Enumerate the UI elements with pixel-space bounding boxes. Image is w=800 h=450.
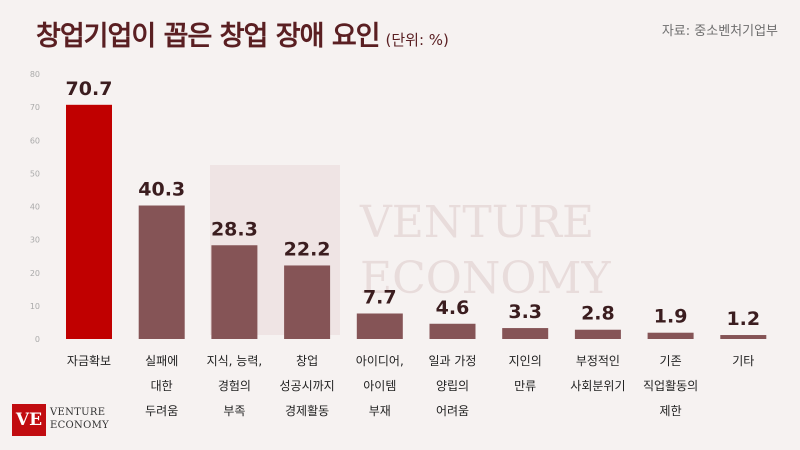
value-label: 4.6 [436, 297, 470, 319]
category-label-line: 지식, 능력, [207, 354, 263, 368]
category-label-line: 아이템 [363, 379, 396, 393]
bar [211, 245, 258, 339]
category-label-line: 부정적인 [576, 354, 620, 368]
y-axis: 0 10 20 30 40 50 60 70 80 [30, 70, 40, 344]
bar [284, 265, 331, 339]
value-labels-group: 70.7 40.3 28.3 22.2 7.7 4.6 3.3 2.8 1.9 1.2 [66, 78, 761, 330]
category-label-line: 실패에 [145, 354, 178, 368]
chart-title: 창업기업이 꼽은 창업 장애 요인 (단위: %) [36, 14, 449, 53]
logo-text-line1: VENTURE [50, 407, 106, 418]
category-label-line: 부족 [223, 404, 245, 418]
value-label: 1.9 [654, 306, 688, 328]
category-label-line: 부재 [369, 404, 391, 418]
source-label: 자료: 중소벤처기업부 [661, 24, 778, 39]
value-label: 3.3 [508, 301, 542, 323]
y-tick-label: 70 [30, 103, 40, 112]
category-label-line: 제한 [660, 404, 682, 418]
y-tick-label: 10 [30, 302, 40, 311]
category-label-line: 두려움 [145, 404, 178, 418]
category-label-line: 기타 [732, 354, 754, 368]
category-label-line: 자금확보 [67, 354, 111, 368]
category-label-line: 대한 [151, 379, 173, 393]
category-label-line: 경험의 [218, 379, 251, 393]
bar [138, 205, 185, 339]
value-label: 22.2 [284, 238, 331, 260]
y-tick-label: 30 [30, 236, 40, 245]
y-tick-label: 40 [30, 203, 40, 212]
bar [502, 328, 549, 339]
category-label-line: 일과 가정 [429, 354, 477, 368]
category-label-line: 양립의 [436, 379, 469, 393]
bar [66, 104, 112, 340]
bars-group [66, 104, 767, 340]
logo-text-line2: ECONOMY [50, 420, 110, 431]
value-label: 2.8 [581, 303, 615, 325]
category-label-line: 직업활동의 [643, 379, 698, 393]
logo-text: VENTURE ECONOMY [50, 406, 109, 432]
category-label-line: 만류 [514, 379, 536, 393]
unit-label: (단위: %) [385, 31, 449, 49]
logo: VE VENTURE ECONOMY [12, 402, 132, 438]
y-tick-label: 60 [30, 136, 40, 145]
category-label-line: 창업 [296, 354, 318, 368]
value-label: 7.7 [363, 286, 397, 308]
category-label-line: 성공시까지 [279, 379, 334, 393]
bar [720, 335, 767, 339]
chart-title-text: 창업기업이 꼽은 창업 장애 요인 [36, 21, 381, 52]
category-label-line: 기존 [660, 354, 682, 368]
category-label-line: 경제활동 [285, 404, 329, 418]
bar [429, 323, 476, 339]
y-tick-label: 50 [30, 169, 40, 178]
bar [356, 313, 403, 339]
category-label: 자금확보 [67, 354, 111, 368]
logo-mark: VE [12, 404, 46, 436]
category-label-line: 사회분위기 [570, 379, 625, 393]
category-label-line: 아이디어, [356, 354, 404, 368]
value-label: 40.3 [138, 179, 185, 201]
category-label-line: 어려움 [436, 404, 469, 418]
bar [574, 329, 621, 339]
bar [647, 332, 694, 339]
value-label: 28.3 [211, 218, 258, 240]
category-label-line: 지인의 [509, 354, 542, 368]
y-tick-label: 20 [30, 269, 40, 278]
value-label: 70.7 [66, 78, 113, 100]
y-tick-label: 0 [35, 335, 40, 344]
value-label: 1.2 [726, 308, 760, 330]
category-label: 기타 [732, 354, 754, 368]
y-tick-label: 80 [30, 70, 40, 79]
